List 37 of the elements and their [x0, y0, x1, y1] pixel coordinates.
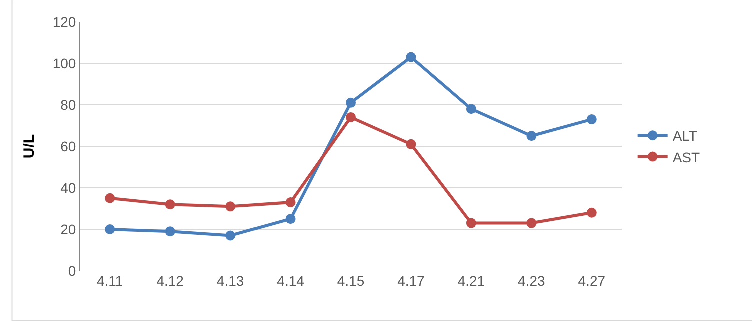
point	[226, 230, 236, 241]
point	[526, 218, 537, 228]
point	[165, 226, 176, 237]
point	[406, 139, 416, 150]
x-tick-label: 4.13	[216, 273, 244, 289]
point	[346, 112, 356, 122]
point	[226, 202, 236, 212]
x-tick-label: 4.23	[518, 273, 546, 289]
y-tick-label: 120	[52, 14, 76, 30]
point	[586, 114, 597, 125]
y-tick-label: 20	[60, 221, 76, 238]
y-tick-label: 60	[60, 138, 76, 154]
x-tick-label: 4.11	[97, 273, 124, 289]
y-axis-title: U/L	[21, 134, 38, 159]
point	[165, 200, 176, 210]
y-tick-label: 80	[60, 96, 76, 113]
legend-label: ALT	[672, 128, 698, 144]
x-tick-label: 4.15	[337, 273, 365, 289]
point	[286, 198, 296, 208]
x-tick-label: 4.17	[398, 273, 426, 289]
legend-label: AST	[672, 149, 701, 166]
x-tick-label: 4.27	[578, 273, 606, 289]
point	[466, 104, 476, 114]
point	[466, 218, 476, 228]
point	[346, 98, 356, 108]
y-tick-label: 0	[68, 262, 76, 279]
y-tick-label: 100	[52, 55, 76, 72]
x-tick-label: 4.12	[156, 273, 184, 289]
point	[105, 224, 116, 234]
point	[526, 131, 537, 142]
y-tick-label: 40	[60, 180, 76, 196]
point	[286, 214, 296, 224]
point	[586, 208, 597, 218]
x-tick-label: 4.21	[458, 273, 486, 289]
point	[105, 193, 116, 204]
x-tick-label: 4.14	[277, 273, 305, 289]
point	[406, 52, 416, 62]
